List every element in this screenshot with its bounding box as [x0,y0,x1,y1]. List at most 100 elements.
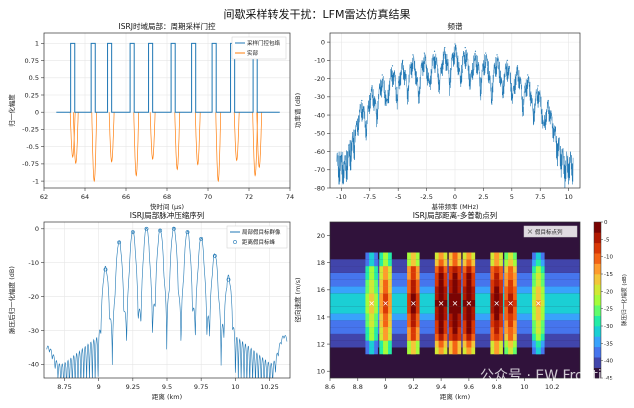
colorbar-tick-label-8: -40 [604,359,613,365]
legend-gate-label: 采样门控包络 [247,39,281,47]
heatmap-target-0-core [369,259,375,267]
heatmap-target-4-core [452,279,458,287]
spectrum-peak-0 [361,99,363,102]
heatmap-target-8-core [535,259,541,267]
heatmap-target-0-core [369,293,375,300]
spectrum-peak-5 [412,54,414,56]
range-doppler-ylabel: 径向速度 (m/s) [293,277,302,322]
heatmap-target-5-core [466,252,472,260]
colorbar-tick-label-5: -25 [604,307,613,313]
spectrum-ytick-label-1: -70 [314,166,325,174]
colorbar-swatch-6 [594,305,601,316]
spectrum-peak-8 [444,46,446,49]
colorbar-swatch-11 [594,253,601,264]
spectrum-peak-3 [391,65,394,67]
pulse-compression-axes: 8.75 9 9.25 9.5 9.75 10 10.25 -40 -30 -20 -10 0 ISRJ… [7,210,291,401]
time-domain-xtick-label-4: 70 [204,193,212,201]
colorbar-tick-label-2: -10 [604,255,613,261]
heatmap-target-0-core [369,272,375,280]
time-domain-xtick-label-0: 62 [40,193,48,201]
spectrum-ytick-label-6: -20 [314,75,325,83]
pulse-compression-ytick-label-3: -10 [28,259,39,267]
real-part-dip-11 [256,112,263,169]
spectrum-ytick-label-5: -30 [314,93,325,101]
range-doppler-xtick-label-1: 8.8 [353,383,363,391]
real-part-dip-7 [194,112,201,166]
colorbar-swatch-13 [594,232,601,244]
spectrum-peak-10 [464,46,466,49]
pulse-compression-xtick-label-1: 9 [97,383,101,391]
heatmap-target-8-core [535,306,541,314]
pulse-peak-marker-1 [117,240,122,245]
pulse-compression-xtick-label-6: 10.25 [260,383,279,391]
heatmap-target-6-core [494,259,500,267]
heatmap-target-3-core [438,286,444,294]
colorbar-swatch-1 [594,357,601,368]
range-doppler-ytick-label-4: 18 [317,259,325,267]
heatmap-cells [330,252,580,355]
pulse-legend-marker-swatch [233,240,237,244]
heatmap-target-5-core [466,286,472,294]
heatmap-target-3-core [438,279,444,287]
spectrum-xtick-label-2: -5 [395,193,401,201]
heatmap-target-7-core [508,272,514,280]
heatmap-target-3-core [438,347,444,355]
colorbar-tick-label-3: -15 [604,272,613,278]
heatmap-target-5-core [466,306,472,314]
pulse-compression-frame [43,221,291,379]
spectrum-ytick-label-8: 0 [321,38,325,46]
heatmap-target-3-core [438,327,444,334]
pulse-legend-box [226,225,288,249]
heatmap-target-3-core [438,340,444,348]
heatmap-target-5-core [466,340,472,348]
heatmap-target-6-core [494,327,500,334]
pulse-legend-line-label: 局部假目标群像 [242,228,281,236]
target-marker-3 [438,301,444,306]
heatmap-target-7-core [508,306,514,314]
real-part-dip-9 [233,112,240,162]
spectrum-xtick-label-6: 5 [510,193,514,201]
heatmap-target-8-core [535,320,541,328]
time-domain-ytick-label-4: 0 [35,109,39,117]
heatmap-target-8-core [535,340,541,348]
spectrum-xlabel: 基带频率 (MHz) [431,202,478,211]
spectrum-ylabel: 功率谱 (dB) [293,93,302,128]
legend-real-label: 实部 [247,49,259,57]
time-domain-ytick-label-2: -0.5 [26,143,39,151]
spectrum-peak-18 [547,99,549,102]
time-domain-title: ISRJ时域局部：周期采样门控 [119,21,216,31]
target-marker-8 [536,301,541,306]
heatmap-target-1-core [383,279,389,287]
colorbar-tick-label-6: -30 [604,324,613,330]
heatmap-target-8-core [535,293,541,300]
colorbar-label: 脉压归一化幅度 (dB) [620,274,628,326]
colorbar-frame [593,221,602,379]
heatmap-target-2-core [410,306,416,314]
spectrum-peak-14 [506,59,508,61]
pulse-compression-ylabel: 脉压后归一化幅度 (dB) [7,266,16,334]
time-domain-xtick-label-6: 74 [286,193,294,201]
range-doppler-frame [329,221,581,379]
heatmap-target-6-core [494,266,500,273]
range-doppler-xtick-label-3: 9.2 [408,383,418,391]
heatmap-target-7-core [508,327,514,334]
range-doppler-ytick-label-0: 10 [317,368,325,376]
colorbar-swatch-7 [594,294,601,306]
heatmap-target-7-core [508,259,514,267]
spectrum-title: 频谱 [448,21,463,31]
heatmap-target-5-core [466,279,472,287]
colorbar-tick-label-1: -5 [604,237,610,243]
heatmap-target-2-core [410,279,416,287]
spectrum-ytick-label-4: -40 [314,111,325,119]
heatmap-target-6-core [494,306,500,314]
gate-envelope-line [56,42,280,113]
pulse-compression-xlabel: 距离 (km) [152,392,182,401]
heatmap-target-2-core [410,293,416,300]
heatmap-target-7-core [508,313,514,321]
colorbar-swatch-8 [594,284,601,296]
spectrum-xtick-label-5: 2.5 [478,193,488,201]
range-doppler-xtick-label-2: 9 [383,383,387,391]
time-domain-xtick-label-1: 64 [81,193,89,201]
colorbar-swatch-2 [594,346,601,358]
